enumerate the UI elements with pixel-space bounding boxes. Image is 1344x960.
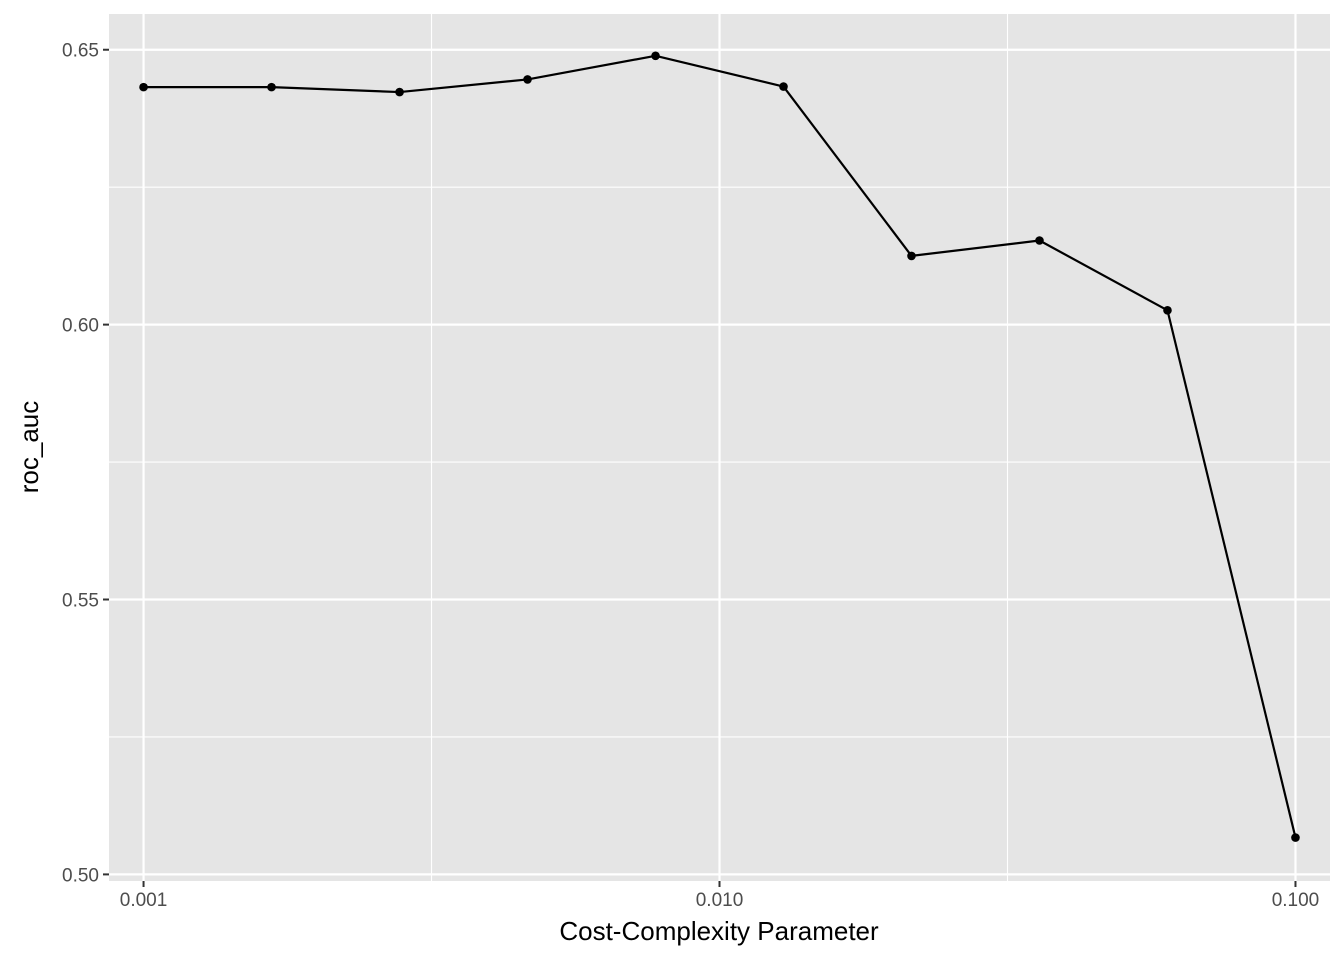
series-layer [139,51,1300,842]
x-tick-labels: 0.001 0.010 0.100 [120,890,1319,911]
series-line [143,54,1297,838]
data-point [523,75,532,84]
data-point [1163,306,1172,315]
data-point [907,251,916,261]
data-point [1291,833,1300,842]
data-point [779,82,788,91]
y-tick-label: 0.60 [62,316,99,337]
data-point [395,87,404,97]
data-point [651,51,660,61]
data-point [1035,236,1044,245]
x-tick-label: 0.100 [1272,890,1320,911]
x-tick-label: 0.001 [120,890,168,911]
data-point [139,82,148,92]
y-axis-title: roc_auc [14,401,44,494]
data-point [267,82,276,92]
y-tick-label: 0.50 [62,865,99,886]
axis-ticks [103,48,1297,887]
y-tick-label: 0.65 [62,41,99,62]
grid-major [109,14,1330,881]
y-tick-labels: 0.50 0.55 0.60 0.65 [62,41,99,887]
y-tick-label: 0.55 [62,591,99,612]
x-axis-title: Cost-Complexity Parameter [559,916,879,946]
x-tick-label: 0.010 [696,890,744,911]
